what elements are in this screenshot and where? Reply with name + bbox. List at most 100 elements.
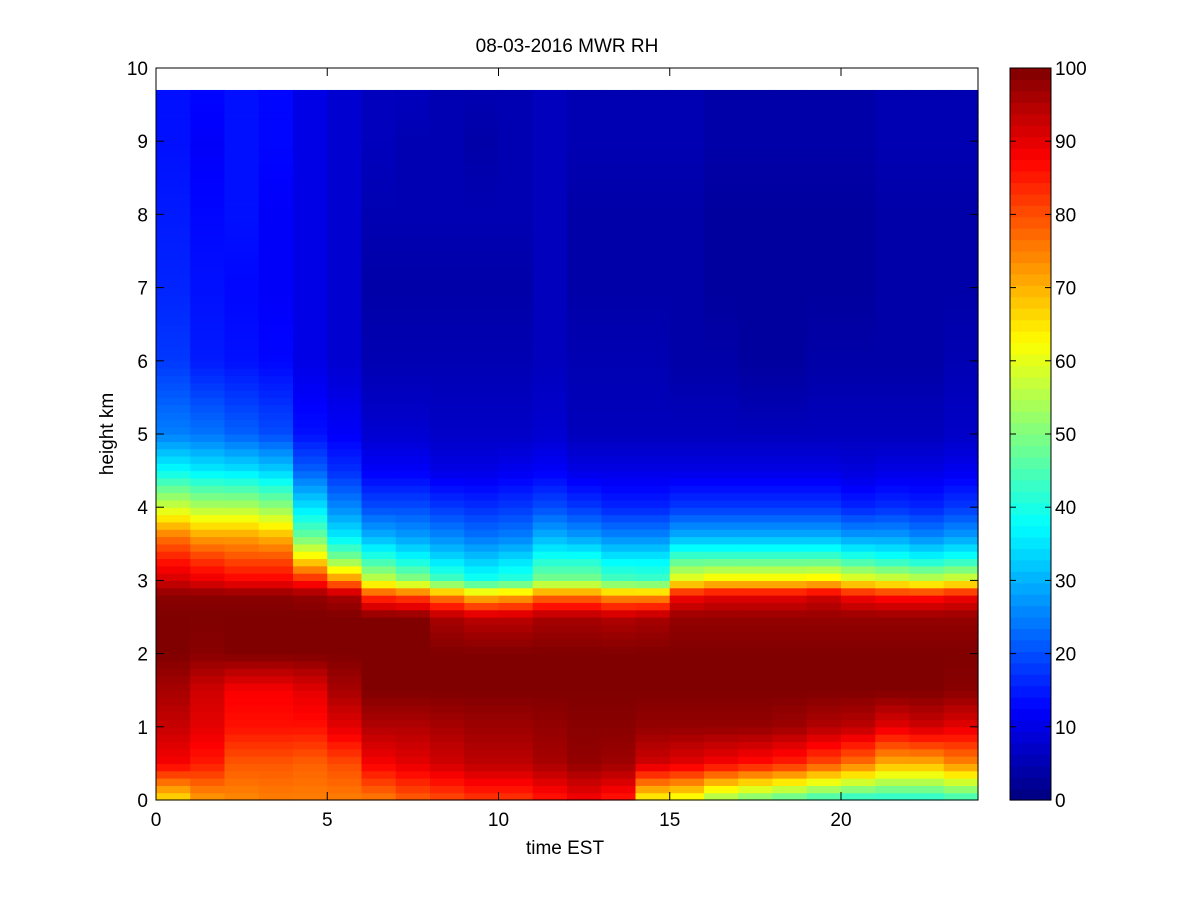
heatmap-cell (464, 272, 500, 281)
heatmap-cell (943, 324, 979, 333)
heatmap-cell (293, 207, 328, 215)
heatmap-cell (567, 243, 602, 252)
heatmap-cell (601, 382, 637, 391)
heatmap-cell (669, 280, 705, 289)
heatmap-cell (909, 133, 945, 142)
heatmap-cell (395, 675, 431, 684)
heatmap-cell (327, 353, 363, 362)
heatmap-cell (361, 419, 397, 428)
heatmap-cell (224, 763, 260, 772)
heatmap-cell (293, 726, 328, 735)
heatmap-cell (738, 690, 774, 699)
heatmap-cell (772, 638, 808, 647)
heatmap-cell (293, 675, 328, 684)
heatmap-cell (395, 360, 431, 369)
heatmap-cell (635, 638, 671, 647)
heatmap-cell (395, 331, 431, 340)
heatmap-cell (806, 704, 842, 713)
heatmap-cell (327, 675, 363, 684)
heatmap-cell (430, 265, 465, 274)
heatmap-cell (772, 741, 808, 750)
heatmap-cell (498, 111, 534, 120)
heatmap-cell (361, 119, 397, 128)
heatmap-cell (224, 214, 260, 223)
heatmap-cell (841, 258, 876, 267)
heatmap-cell (532, 390, 568, 398)
heatmap-cell (601, 543, 637, 552)
heatmap-cell (909, 265, 945, 274)
heatmap-cell (532, 302, 568, 311)
heatmap-cell (806, 653, 842, 662)
heatmap-cell (430, 551, 465, 560)
heatmap-cell (567, 770, 602, 779)
heatmap-cell (635, 682, 671, 691)
heatmap-cell (943, 631, 979, 640)
heatmap-cell (395, 558, 431, 567)
heatmap-cell (738, 141, 774, 150)
heatmap-cell (841, 514, 876, 523)
heatmap-cell (841, 302, 876, 311)
heatmap-cell (361, 543, 397, 552)
heatmap-cell (464, 558, 500, 567)
heatmap-cell (567, 646, 602, 655)
heatmap-cell (841, 741, 876, 750)
heatmap-cell (293, 463, 328, 472)
heatmap-cell (498, 309, 534, 318)
heatmap-cell (635, 543, 671, 552)
colorbar-step (1010, 525, 1051, 538)
heatmap-cell (498, 690, 534, 699)
heatmap-cell (635, 133, 671, 142)
heatmap-cell (498, 734, 534, 743)
heatmap-cell (909, 382, 945, 391)
heatmap-cell (635, 580, 671, 589)
heatmap-cell (875, 558, 911, 567)
heatmap-cell (190, 617, 226, 625)
heatmap-cell (464, 514, 500, 523)
heatmap-cell (327, 390, 363, 398)
heatmap-cell (532, 734, 568, 743)
heatmap-cell (464, 251, 500, 259)
heatmap-cell (464, 536, 500, 545)
heatmap-cell (875, 419, 911, 428)
heatmap-cell (909, 104, 945, 113)
heatmap-cell (738, 170, 774, 179)
heatmap-cell (943, 536, 979, 545)
heatmap-cell (361, 316, 397, 325)
heatmap-cell (738, 580, 774, 589)
heatmap-cell (224, 441, 260, 450)
heatmap-cell (156, 653, 191, 662)
heatmap-cell (190, 360, 226, 369)
heatmap-cell (498, 287, 534, 296)
heatmap-cell (841, 609, 876, 618)
heatmap-cell (293, 734, 328, 743)
heatmap-cell (430, 360, 465, 369)
heatmap-cell (395, 499, 431, 508)
heatmap-cell (430, 785, 465, 794)
y-tick-label: 5 (137, 425, 148, 446)
heatmap-cell (738, 573, 774, 581)
heatmap-cell (841, 390, 876, 398)
heatmap-cell (293, 331, 328, 340)
heatmap-cell (704, 338, 739, 347)
heatmap-cell (909, 353, 945, 362)
heatmap-cell (567, 236, 602, 245)
heatmap-cell (669, 551, 705, 560)
heatmap-cell (532, 595, 568, 603)
heatmap-cell (567, 521, 602, 530)
heatmap-cell (464, 529, 500, 538)
heatmap-cell (875, 704, 911, 713)
heatmap-cell (498, 419, 534, 428)
heatmap-cell (258, 485, 294, 494)
heatmap-cell (190, 89, 226, 98)
heatmap-cell (909, 302, 945, 311)
heatmap-cell (430, 558, 465, 567)
heatmap-cell (875, 185, 911, 194)
heatmap-cell (498, 631, 534, 640)
heatmap-cell (361, 580, 397, 589)
heatmap-cell (841, 638, 876, 647)
heatmap-cell (806, 331, 842, 340)
heatmap-cell (395, 543, 431, 552)
heatmap-cell (258, 507, 294, 516)
heatmap-cell (395, 243, 431, 252)
heatmap-cell (327, 133, 363, 142)
